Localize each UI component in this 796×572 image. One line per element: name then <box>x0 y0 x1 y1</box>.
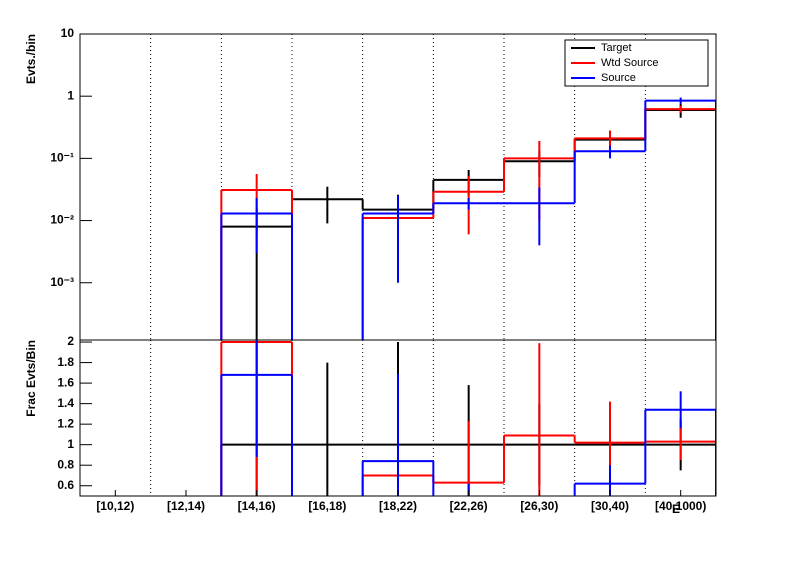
legend-label: Source <box>601 72 636 84</box>
x-tick-label: [22,26) <box>450 499 488 513</box>
y-axis-title: Evts./bin <box>24 34 38 84</box>
y-tick-label: 1.4 <box>57 396 74 410</box>
y-tick-label: 1.8 <box>57 355 74 369</box>
y-tick-label: 10⁻¹ <box>50 151 74 165</box>
x-tick-label: [16,18) <box>308 499 346 513</box>
x-tick-label: [26,30) <box>520 499 558 513</box>
x-tick-label: [14,16) <box>238 499 276 513</box>
x-tick-label: [30,40) <box>591 499 629 513</box>
y-axis-title: Frac Evts/Bin <box>24 340 38 417</box>
x-axis-title: E <box>672 502 680 516</box>
y-tick-label: 1 <box>67 437 74 451</box>
plot-area <box>220 340 716 496</box>
y-tick-label: 2 <box>67 334 74 348</box>
legend-label: Target <box>601 42 632 54</box>
y-tick-label: 10⁻² <box>50 213 74 227</box>
y-tick-label: 10⁻³ <box>50 275 74 289</box>
y-tick-label: 0.6 <box>57 478 74 492</box>
x-tick-label: [40,1000) <box>655 499 706 513</box>
x-tick-label: [10,12) <box>96 499 134 513</box>
y-tick-label: 1.2 <box>57 416 74 430</box>
y-tick-label: 0.8 <box>57 457 74 471</box>
plot-area <box>220 97 716 340</box>
y-tick-label: 10 <box>61 26 75 40</box>
y-tick-label: 1 <box>67 88 74 102</box>
y-tick-label: 1.6 <box>57 375 74 389</box>
x-tick-label: [12,14) <box>167 499 205 513</box>
legend-label: Wtd Source <box>601 57 658 69</box>
x-tick-label: [18,22) <box>379 499 417 513</box>
